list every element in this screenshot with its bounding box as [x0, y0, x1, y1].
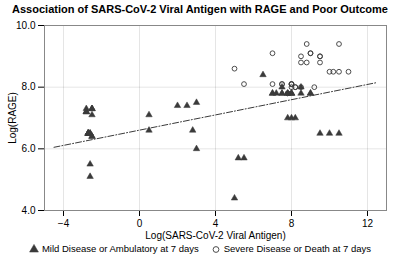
svg-text:−4: −4 — [58, 218, 70, 229]
svg-text:4.0: 4.0 — [22, 205, 36, 216]
svg-text:10.0: 10.0 — [16, 20, 36, 31]
html-text:Association of SARS-CoV-2 Vira: Association of SARS-CoV-2 Viral Antigen … — [12, 3, 388, 15]
svg-text:4: 4 — [213, 218, 219, 229]
html-text:Mild Disease or Ambulatory at: Mild Disease or Ambulatory at 7 days — [41, 243, 199, 254]
svg-text:6.0: 6.0 — [22, 143, 36, 154]
svg-text:8: 8 — [289, 218, 295, 229]
html-text:Severe Disease or Death at 7 d: Severe Disease or Death at 7 days — [223, 243, 372, 254]
svg-text:0: 0 — [137, 218, 143, 229]
svg-text:Log(RAGE): Log(RAGE) — [7, 92, 18, 144]
svg-text:12: 12 — [362, 218, 374, 229]
svg-text:Log(SARS-CoV-2 Viral Antigen): Log(SARS-CoV-2 Viral Antigen) — [145, 230, 285, 241]
svg-text:8.0: 8.0 — [22, 81, 36, 92]
